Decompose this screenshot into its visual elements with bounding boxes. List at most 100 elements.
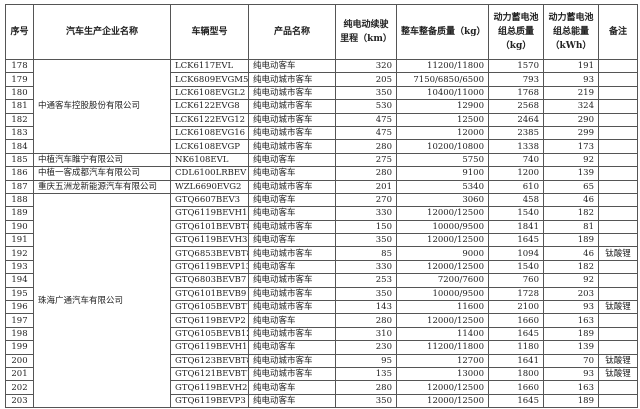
index-cell: 180	[5, 85, 34, 101]
col-index-header: 序号	[5, 4, 34, 60]
model-cell: LCK6122EVG8	[170, 99, 249, 114]
index-cell: 182	[5, 112, 34, 127]
product-cell: 纯电动城市客车	[248, 219, 336, 235]
index-cell: 202	[5, 380, 34, 395]
range-cell: 280	[335, 166, 397, 181]
battery-mass-cell: 1094	[488, 246, 544, 261]
model-cell: LCK6117EVL	[170, 58, 249, 74]
table-row: 188 珠海广通汽车有限公司 GTQ6607BEV3 纯电动客车 270 3060 458 4…	[5, 192, 638, 409]
battery-energy-cell: 189	[543, 326, 599, 342]
range-cell: 330	[335, 206, 397, 221]
product-cell: 纯电动城市客车	[248, 112, 336, 127]
remark-cell	[598, 206, 638, 221]
product-cell: 纯电动城市客车	[248, 246, 336, 261]
battery-mass-cell: 1728	[488, 286, 544, 302]
battery-mass-cell: 2568	[488, 99, 544, 114]
index-cell: 179	[5, 72, 34, 87]
product-cell: 纯电动城市客车	[248, 366, 336, 382]
company-cell: 中植一客成都汽车有限公司	[33, 166, 171, 181]
remark-cell: 钛酸锂	[598, 246, 638, 261]
index-cell: 192	[5, 246, 34, 261]
battery-mass-cell: 2100	[488, 300, 544, 315]
remark-cell: 钛酸锂	[598, 366, 638, 382]
battery-mass-cell: 1645	[488, 393, 544, 409]
battery-energy-cell: 81	[543, 219, 599, 235]
index-cell: 195	[5, 286, 34, 302]
battery-energy-cell: 290	[543, 112, 599, 127]
product-cell: 纯电动客车	[248, 313, 336, 328]
product-cell: 纯电动客车	[248, 166, 336, 181]
index-cell: 181	[5, 99, 34, 114]
battery-mass-cell: 760	[488, 273, 544, 288]
table-row: 185 中植汽车睢宁有限公司 NK6108EVL 纯电动客车 275 5750 740 92	[5, 152, 638, 168]
battery-energy-cell: 93	[543, 72, 599, 87]
curb-mass-cell: 11200/11800	[396, 58, 489, 74]
table-row: 202 GTQ6119BEVH2 纯电动客车 280 12000/12500 1660 16…	[5, 380, 638, 395]
battery-energy-cell: 189	[543, 233, 599, 248]
range-cell: 270	[335, 192, 397, 208]
company-cell: 中通客车控股股份有限公司	[33, 59, 171, 154]
battery-mass-cell: 1180	[488, 340, 544, 355]
remark-cell	[598, 286, 638, 302]
product-cell: 纯电动城市客车	[248, 300, 336, 315]
model-cell: LCK6108EVGP	[170, 139, 249, 154]
model-cell: LCK6108EVGL2	[170, 85, 249, 101]
battery-mass-cell: 1768	[488, 85, 544, 101]
range-cell: 475	[335, 125, 397, 141]
battery-energy-cell: 70	[543, 353, 599, 368]
col-range-header: 纯电动续驶里程（km）	[335, 4, 397, 60]
battery-mass-cell: 1645	[488, 233, 544, 248]
battery-energy-cell: 189	[543, 393, 599, 409]
index-cell: 197	[5, 313, 34, 328]
curb-mass-cell: 7150/6850/6500	[396, 72, 489, 87]
product-cell: 纯电动客车	[248, 380, 336, 395]
curb-mass-cell: 12000/12500	[396, 233, 489, 248]
remark-cell	[598, 58, 638, 74]
table-row: 193 GTQ6119BEVP13 纯电动客车 330 12000/12500 1540 1…	[5, 259, 638, 275]
model-cell: LCK6809EVGM5	[170, 72, 249, 87]
range-cell: 475	[335, 112, 397, 127]
battery-mass-cell: 2385	[488, 125, 544, 141]
remark-cell	[598, 192, 638, 208]
table-row: 194 GTQ6803BEVB7 纯电动城市客车 253 7200/7600 760 92	[5, 273, 638, 288]
product-cell: 纯电动城市客车	[248, 273, 336, 288]
battery-mass-cell: 1641	[488, 353, 544, 368]
battery-energy-cell: 139	[543, 340, 599, 355]
product-cell: 纯电动客车	[248, 393, 336, 409]
table-row: 181 LCK6122EVG8 纯电动城市客车 530 12900 2568 324	[5, 99, 638, 114]
col-company-header: 汽车生产企业名称	[33, 4, 171, 60]
model-cell: WZL6690EVG2	[170, 179, 249, 194]
model-cell: LCK6122EVG12	[170, 112, 249, 127]
curb-mass-cell: 12900	[396, 99, 489, 114]
battery-energy-cell: 93	[543, 366, 599, 382]
model-cell: GTQ6123BEVBT8	[170, 353, 249, 368]
curb-mass-cell: 10000/9500	[396, 286, 489, 302]
battery-energy-cell: 163	[543, 380, 599, 395]
range-cell: 85	[335, 246, 397, 261]
index-cell: 191	[5, 233, 34, 248]
battery-energy-cell: 46	[543, 192, 599, 208]
battery-mass-cell: 1200	[488, 166, 544, 181]
battery-mass-cell: 740	[488, 152, 544, 168]
range-cell: 350	[335, 233, 397, 248]
curb-mass-cell: 10400/11000	[396, 85, 489, 101]
curb-mass-cell: 13000	[396, 366, 489, 382]
remark-cell	[598, 259, 638, 275]
model-cell: GTQ6121BEVBT11	[170, 366, 249, 382]
company-cell: 珠海广通汽车有限公司	[33, 192, 171, 409]
range-cell: 530	[335, 99, 397, 114]
battery-energy-cell: 93	[543, 300, 599, 315]
product-cell: 纯电动城市客车	[248, 72, 336, 87]
index-cell: 203	[5, 393, 34, 409]
range-cell: 330	[335, 259, 397, 275]
battery-mass-cell: 1660	[488, 380, 544, 395]
curb-mass-cell: 9100	[396, 166, 489, 181]
battery-mass-cell: 793	[488, 72, 544, 87]
ev-catalog-table: 序号 汽车生产企业名称 车辆型号 产品名称 纯电动续驶里程（km） 整车整备质量（kg）动…	[5, 4, 638, 409]
battery-energy-cell: 46	[543, 246, 599, 261]
index-cell: 184	[5, 139, 34, 154]
model-cell: GTQ6105BEVBT11	[170, 300, 249, 315]
table-row: 187 重庆五洲龙新能源汽车有限公司 WZL6690EVG2 纯电动城市客车 201 53…	[5, 179, 638, 194]
curb-mass-cell: 11400	[396, 326, 489, 342]
index-cell: 186	[5, 166, 34, 181]
